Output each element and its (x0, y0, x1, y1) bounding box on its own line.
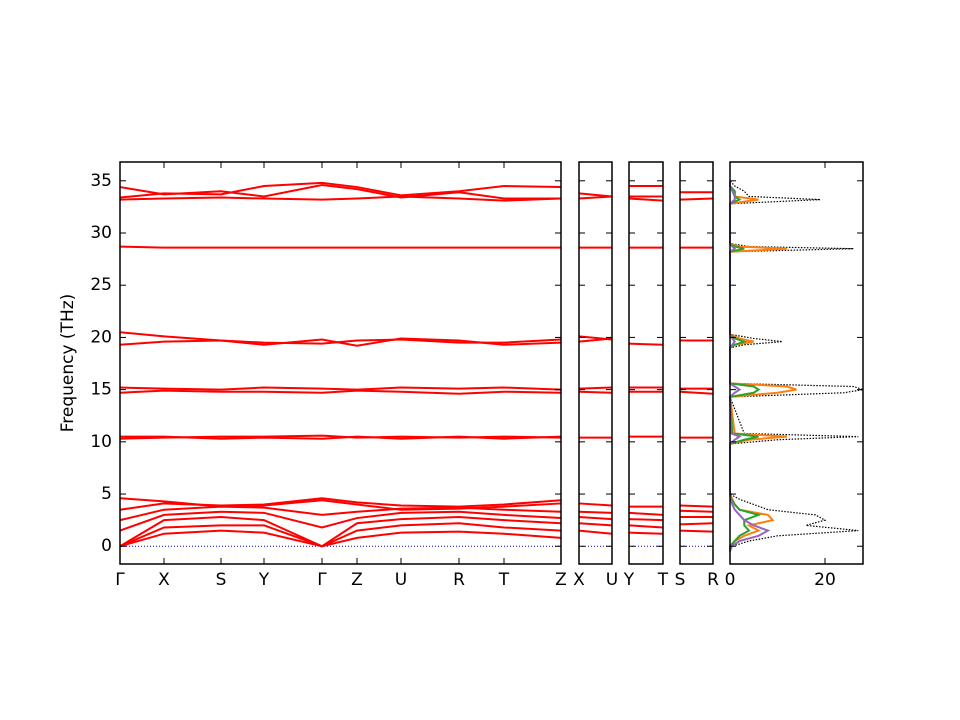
x-tick-label: R (453, 570, 465, 590)
band-line (578, 529, 613, 535)
band-line (119, 522, 562, 548)
x-tick-label: X (573, 570, 585, 590)
y-tick-label: 15 (90, 380, 112, 400)
band-line (119, 497, 562, 511)
band-line (578, 516, 613, 521)
band-line (119, 195, 562, 202)
band-line (679, 504, 714, 508)
band-line (119, 181, 562, 199)
band-line (628, 518, 664, 522)
x-tick-label: U (395, 570, 407, 590)
y-tick-label: 35 (90, 171, 112, 191)
y-tick-label: 10 (90, 432, 112, 452)
band-line (578, 510, 613, 514)
x-tick-label: 20 (814, 570, 836, 590)
band-line (628, 531, 664, 535)
x-tick-label: S (216, 570, 227, 590)
x-tick-label: Γ (115, 570, 125, 590)
y-tick-label: 20 (90, 327, 112, 347)
band-line (679, 509, 714, 513)
band-line (628, 524, 664, 529)
band-line (578, 386, 613, 390)
x-tick-label: T (657, 570, 669, 590)
band-line (578, 502, 613, 507)
band-line (119, 338, 562, 346)
band-line (120, 435, 562, 440)
plot-frame (628, 161, 664, 565)
band-line (119, 516, 562, 548)
band-line (578, 522, 613, 527)
y-tick-label: 5 (101, 484, 112, 504)
x-tick-label: Y (258, 570, 270, 590)
plot-frame (119, 161, 562, 565)
band-line (628, 197, 664, 202)
band-line (578, 390, 613, 394)
y-tick-label: 25 (90, 275, 112, 295)
band-line (578, 192, 613, 198)
band-line (628, 342, 664, 346)
x-tick-label: R (707, 570, 719, 590)
x-tick-label: Γ (317, 570, 327, 590)
band-line (679, 529, 714, 533)
x-tick-label: X (158, 570, 170, 590)
x-tick-label: T (498, 570, 510, 590)
band-line (679, 390, 714, 395)
y-axis-label: Frequency (THz) (58, 294, 78, 433)
y-tick-label: 0 (101, 536, 112, 556)
band-line (119, 505, 562, 522)
plot-frame (729, 161, 864, 565)
band-line (119, 245, 561, 249)
band-line (119, 389, 562, 395)
band-line (119, 510, 562, 532)
x-tick-label: Z (351, 570, 363, 590)
x-tick-label: 0 (725, 570, 736, 590)
band-line (628, 511, 664, 516)
x-tick-label: U (606, 570, 618, 590)
x-tick-label: Y (623, 570, 635, 590)
x-tick-label: Z (555, 570, 567, 590)
band-line (119, 183, 561, 200)
plot-frame (578, 161, 613, 565)
x-tick-label: S (675, 570, 686, 590)
band-line (119, 529, 562, 548)
band-line (679, 522, 714, 526)
y-tick-label: 30 (90, 223, 112, 243)
band-line (679, 197, 714, 201)
plot-frame (679, 161, 714, 565)
band-line (119, 386, 562, 391)
band-line (578, 337, 613, 343)
